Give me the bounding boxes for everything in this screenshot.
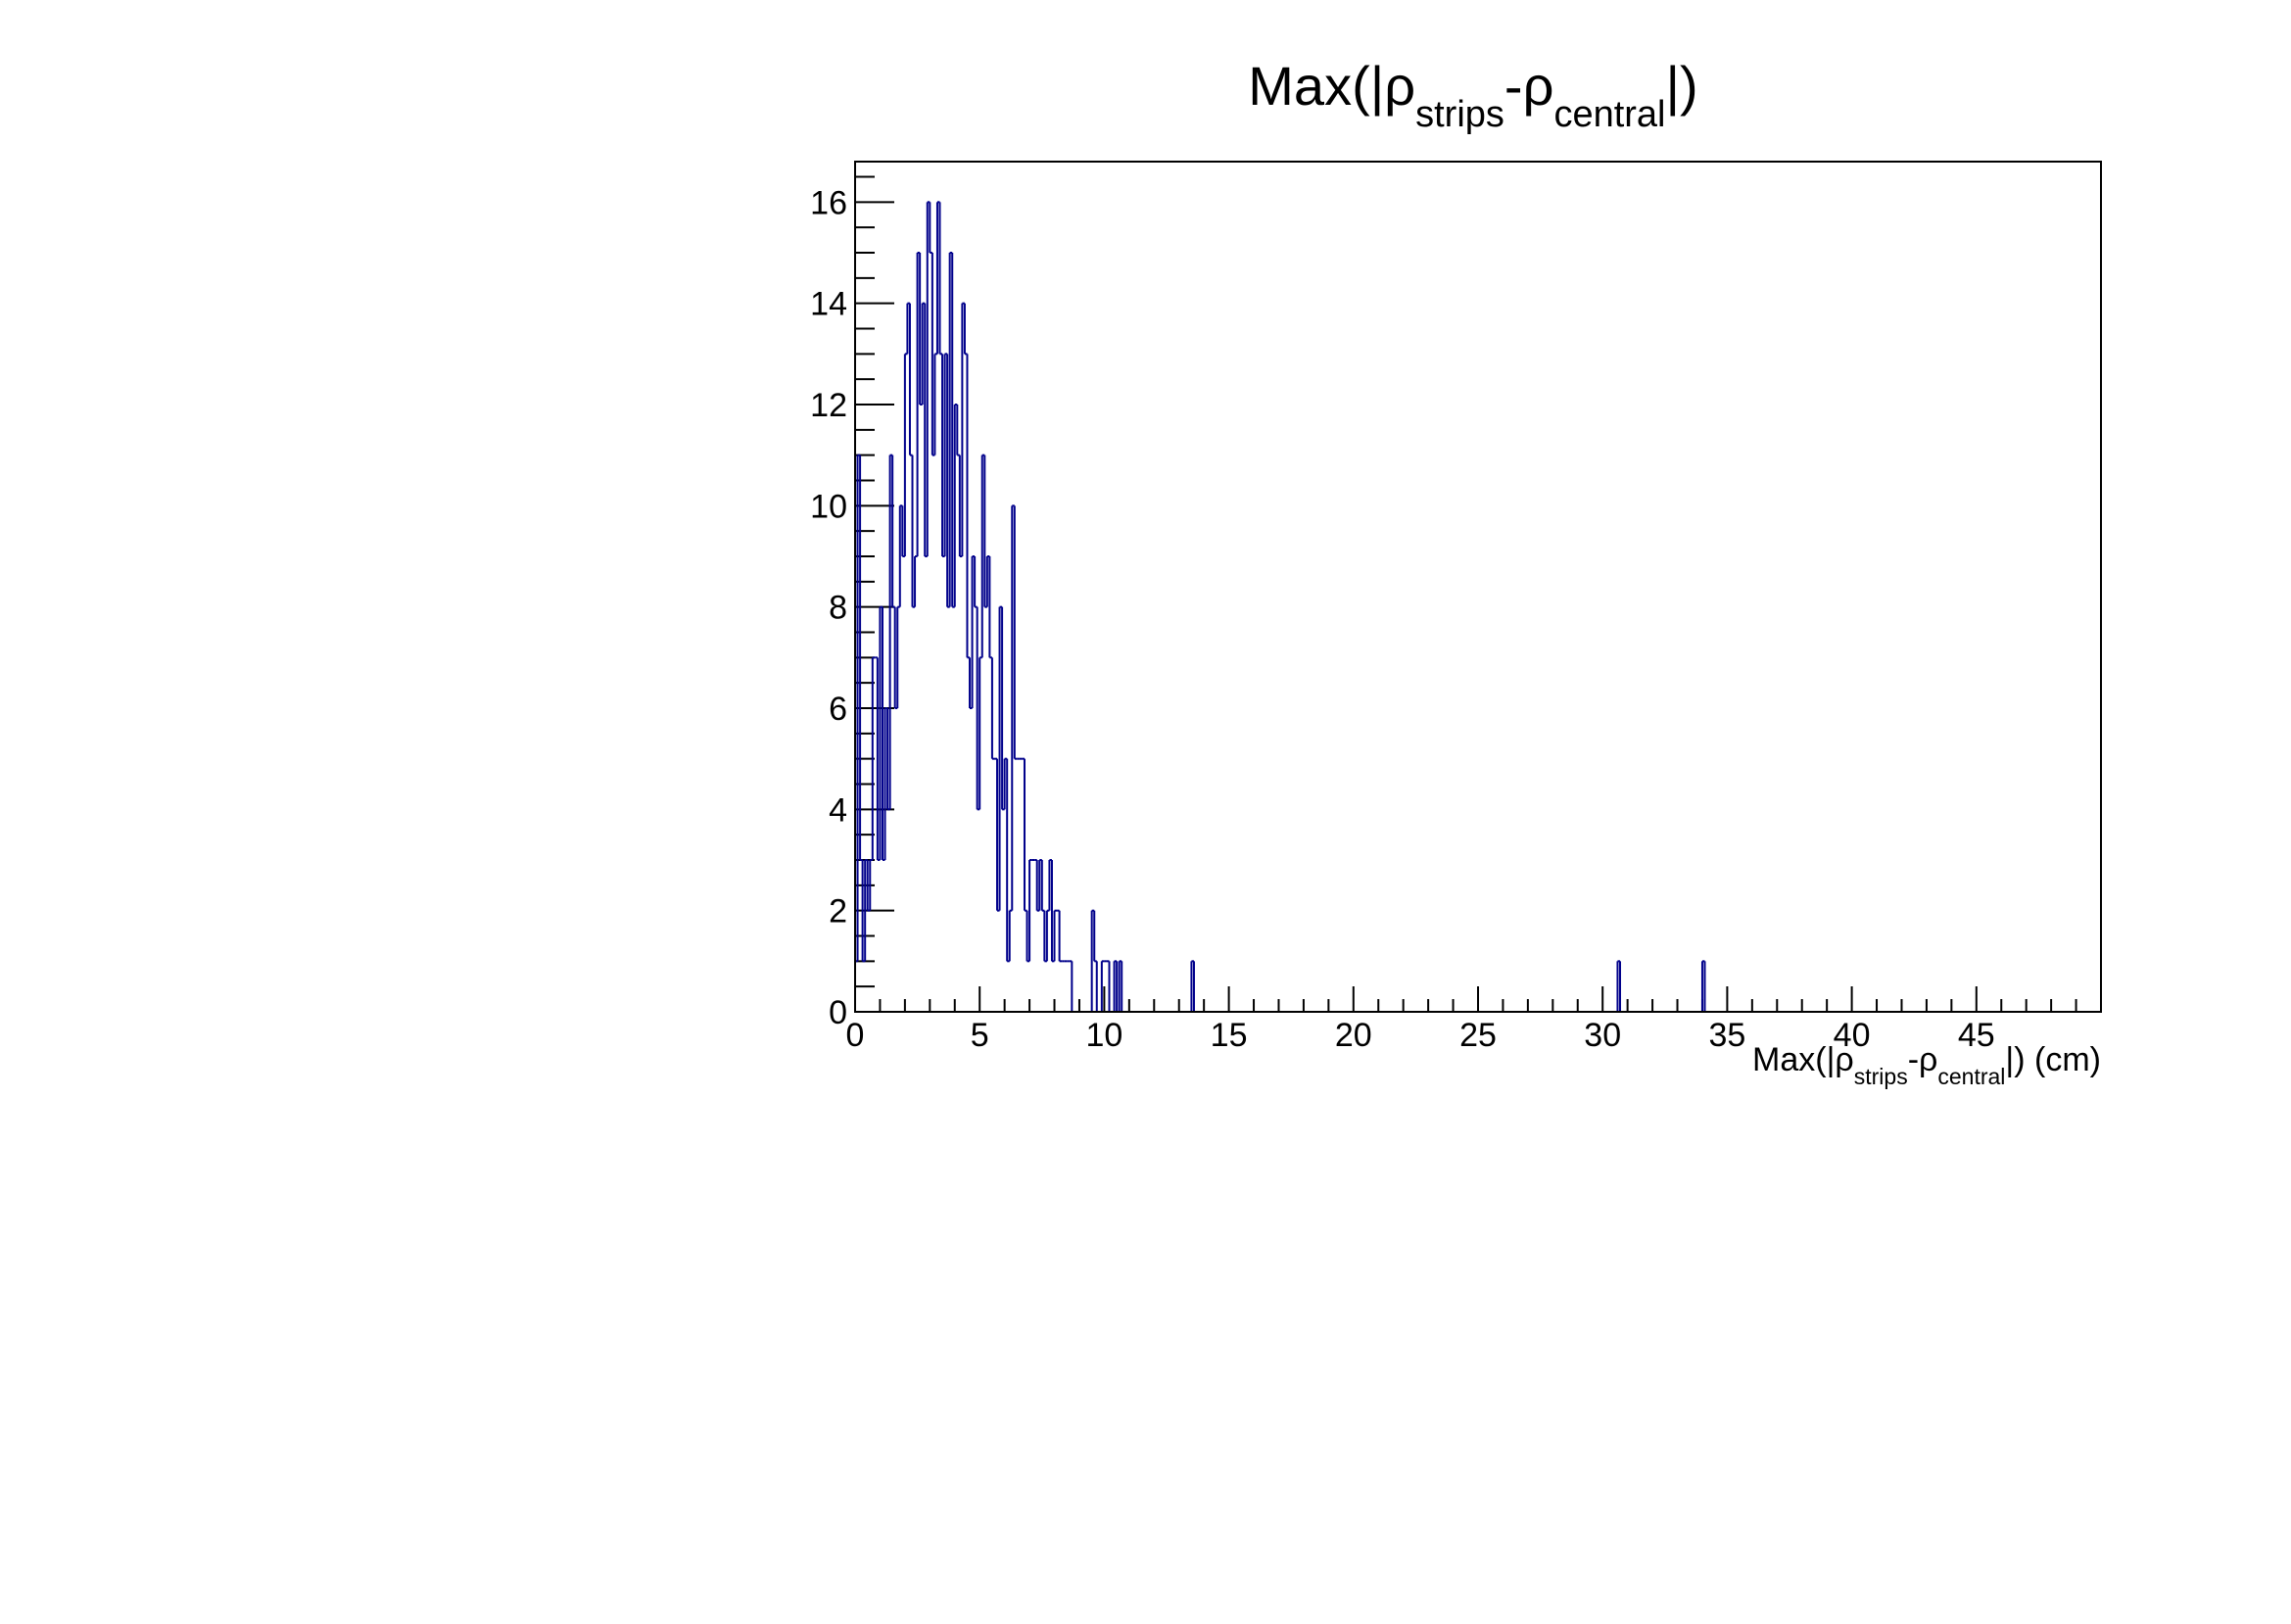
- x-axis-title: Max(|ρstrips-ρcentral|) (cm): [1752, 1041, 2101, 1089]
- y-tick-label: 6: [829, 691, 847, 728]
- x-tick-label: 15: [1211, 1017, 1248, 1054]
- y-tick-label: 10: [810, 488, 847, 525]
- chart-title: Max(|ρstrips-ρcentral|): [1248, 55, 1697, 135]
- y-tick-label: 0: [829, 994, 847, 1031]
- x-tick-label: 25: [1459, 1017, 1497, 1054]
- x-tick-label: 10: [1085, 1017, 1122, 1054]
- x-tick-label: 45: [1958, 1017, 1995, 1054]
- y-tick-label: 8: [829, 590, 847, 627]
- y-tick-label: 2: [829, 893, 847, 931]
- y-tick-label: 14: [810, 286, 847, 323]
- x-tick-label: 0: [846, 1017, 865, 1054]
- x-tick-label: 20: [1335, 1017, 1372, 1054]
- x-tick-label: 35: [1708, 1017, 1745, 1054]
- x-tick-label: 30: [1584, 1017, 1621, 1054]
- plot-frame: [854, 161, 2102, 1013]
- y-tick-label: 12: [810, 387, 847, 424]
- y-tick-label: 16: [810, 184, 847, 221]
- x-tick-label: 40: [1834, 1017, 1871, 1054]
- y-tick-label: 4: [829, 791, 847, 829]
- x-tick-label: 5: [971, 1017, 989, 1054]
